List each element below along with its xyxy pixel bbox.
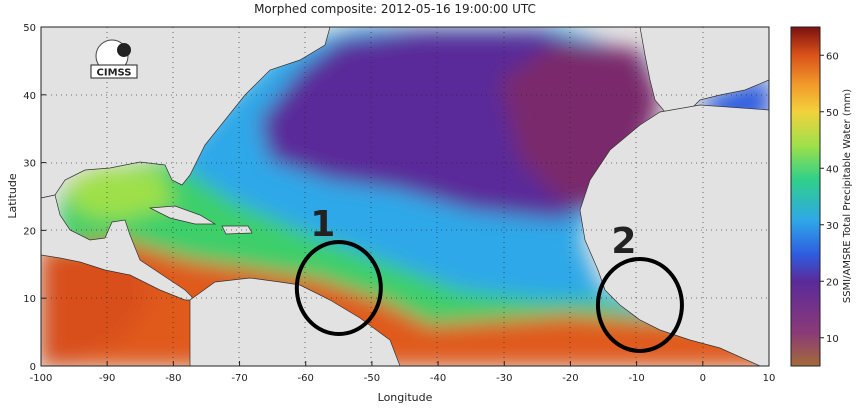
y-tick-label: 0 xyxy=(30,362,36,373)
x-tick-label: 0 xyxy=(700,373,706,384)
y-tick-labels: 0 10 20 30 40 50 xyxy=(23,23,46,373)
east-pacific-wet xyxy=(41,250,150,366)
colorbar-tick-labels: 10 20 30 40 50 60 xyxy=(820,51,839,345)
precipitable-water-field xyxy=(41,27,769,366)
cimss-logo: CIMSS xyxy=(90,39,138,79)
y-tick-label: 40 xyxy=(23,91,36,102)
y-tick-label: 30 xyxy=(23,159,36,170)
x-tick-label: -100 xyxy=(30,373,53,384)
figure-title: Morphed composite: 2012-05-16 19:00:00 U… xyxy=(254,2,536,16)
europe xyxy=(639,27,769,113)
colorbar-tick-label: 50 xyxy=(826,108,839,119)
annotation-number: 2 xyxy=(611,221,636,262)
y-tick-label: 50 xyxy=(23,23,36,34)
x-tick-label: -20 xyxy=(562,373,578,384)
landmasses xyxy=(41,27,769,366)
logo-sun xyxy=(117,43,131,57)
colorbar-tick-label: 40 xyxy=(826,164,839,175)
cuba xyxy=(148,205,217,225)
colorbar-tick-label: 60 xyxy=(826,51,839,62)
mexico-central-america xyxy=(41,194,196,301)
y-tick-label: 20 xyxy=(23,226,36,237)
colorbar-tick-label: 20 xyxy=(826,277,839,288)
colorbar: 10 20 30 40 50 60 SSMI/AMSRE Total Precipitab… xyxy=(790,26,853,367)
x-tick-label: -90 xyxy=(99,373,115,384)
colorbar-tick-label: 10 xyxy=(826,334,839,345)
y-tick-label: 10 xyxy=(23,294,36,305)
x-tick-label: -50 xyxy=(364,373,380,384)
x-tick-label: 10 xyxy=(763,373,776,384)
annotation-circle xyxy=(294,240,383,337)
africa xyxy=(579,104,769,366)
annotation-number: 1 xyxy=(310,204,335,245)
x-tick-labels: -100 -90 -80 -70 -60 -50 -40 -30 -20 -10 0 10 xyxy=(30,361,776,384)
x-tick-label: -80 xyxy=(165,373,181,384)
gulf-humid-area xyxy=(65,168,175,220)
plot-frame xyxy=(40,26,770,367)
x-tick-label: -40 xyxy=(430,373,446,384)
map-plot-area xyxy=(41,27,769,366)
logo-text: CIMSS xyxy=(97,68,132,79)
y-axis-label: Latitude xyxy=(6,173,19,219)
south-america xyxy=(189,277,401,366)
x-tick-label: -60 xyxy=(298,373,314,384)
colorbar-tick-label: 30 xyxy=(826,221,839,232)
colorbar-label: SSMI/AMSRE Total Precipitable Water (mm) xyxy=(842,89,853,303)
x-tick-label: -70 xyxy=(231,373,247,384)
annotation-circle xyxy=(595,256,684,353)
x-tick-label: -30 xyxy=(496,373,512,384)
logo-banner xyxy=(90,64,138,79)
x-tick-label: -10 xyxy=(628,373,644,384)
x-axis-label: Longitude xyxy=(378,391,433,404)
colorbar-ramp xyxy=(790,26,821,367)
